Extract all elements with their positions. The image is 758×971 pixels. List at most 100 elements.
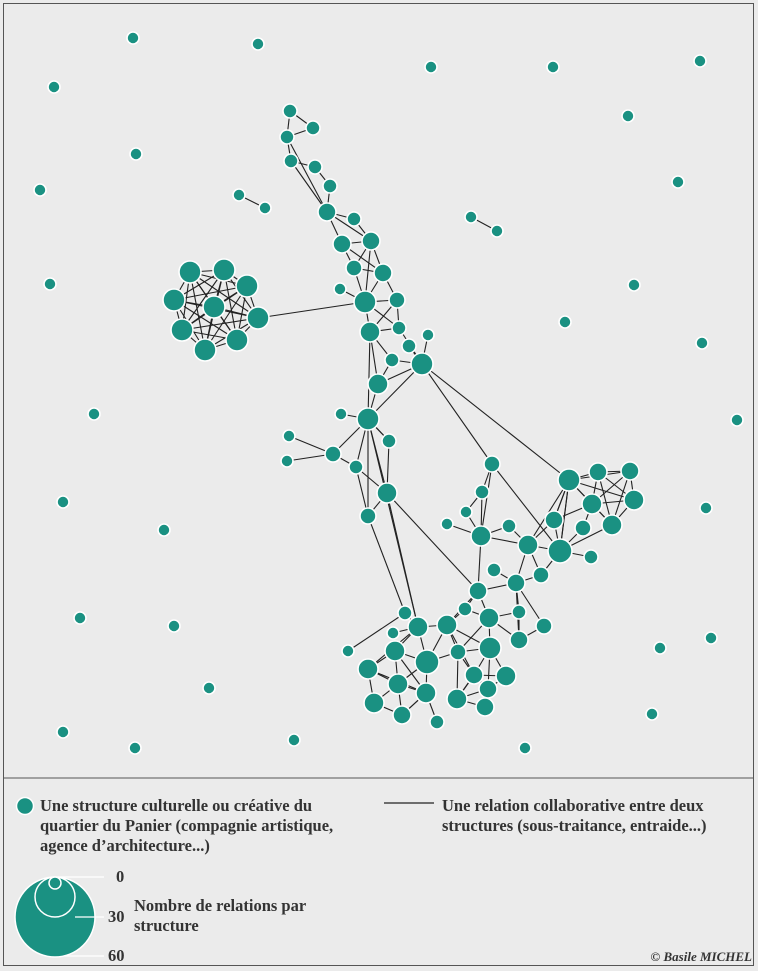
node [324,445,342,463]
node [282,103,298,119]
edge [189,271,206,351]
node [588,462,608,482]
node [193,338,217,362]
edge [347,612,406,652]
legend-node-label: Une structure culturelle ou créative du … [40,796,334,855]
node [279,129,295,145]
node [363,692,385,714]
node [518,741,532,755]
edge [491,463,561,552]
node [535,617,553,635]
node [620,461,640,481]
node [645,707,659,721]
node [414,649,440,675]
node [258,201,272,215]
node [33,183,47,197]
node [486,562,502,578]
node [475,697,495,717]
node [283,153,299,169]
node [170,318,194,342]
edge [223,269,238,341]
node [424,60,438,74]
node [490,224,504,238]
node [56,495,70,509]
node [581,493,603,515]
node [449,643,467,661]
edge [181,269,225,331]
edge [367,363,423,420]
edge [386,492,479,592]
node [474,484,490,500]
node [532,566,550,584]
node [307,159,323,175]
node [246,306,270,330]
size-legend-title: Nombre de relations par structure [134,896,306,935]
node [468,581,488,601]
node [583,549,599,565]
node [333,282,347,296]
edge [290,160,328,213]
node [386,626,400,640]
size-circle-0 [48,876,62,890]
node [348,459,364,475]
node [544,510,564,530]
node [280,454,294,468]
node [459,505,473,519]
node [251,37,265,51]
node [345,259,363,277]
size-value-60: 60 [108,946,125,965]
node [167,619,181,633]
node [367,373,389,395]
node [501,518,517,534]
node [384,640,406,662]
node [346,211,362,227]
node [653,641,667,655]
node [47,80,61,94]
node [126,31,140,45]
edge [181,317,259,331]
node-layer [33,31,744,755]
node [332,234,352,254]
node [704,631,718,645]
node [695,336,709,350]
node [557,468,581,492]
node [356,407,380,431]
node [361,231,381,251]
edge-layer [173,110,635,723]
node [73,611,87,625]
node [495,665,517,687]
edge [421,363,493,465]
edge [204,285,248,351]
node [415,682,437,704]
node [56,725,70,739]
node [671,175,685,189]
node [341,644,355,658]
node [202,295,226,319]
node [157,523,171,537]
node [730,413,744,427]
node [397,605,413,621]
legend-node-symbol [15,796,35,816]
node [478,636,502,660]
node [574,519,592,537]
node [317,202,337,222]
figure-frame [3,3,754,966]
node [305,120,321,136]
node [511,604,527,620]
node [128,741,142,755]
node [359,321,381,343]
node [457,601,473,617]
node [478,607,500,629]
node [436,614,458,636]
node [334,407,348,421]
node [483,455,501,473]
node [376,482,398,504]
node [384,352,400,368]
node [381,433,397,449]
node [282,429,296,443]
node [410,352,434,376]
node [43,277,57,291]
node [225,328,249,352]
node [621,109,635,123]
node [429,714,445,730]
